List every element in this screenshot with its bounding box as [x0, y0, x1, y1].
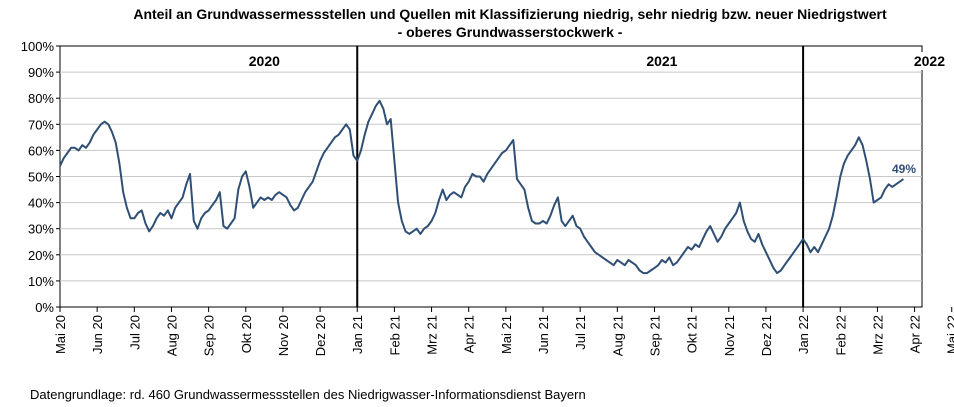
year-label: 2020 [249, 53, 280, 69]
chart-title-line2: - oberes Grundwasserstockwerk - [398, 24, 623, 40]
x-tick-label: Sep 21 [647, 315, 662, 356]
year-label: 2021 [646, 53, 677, 69]
y-tick-label: 20% [28, 248, 54, 263]
x-tick-label: Aug 21 [610, 315, 625, 356]
x-tick-label: Apr 22 [908, 315, 923, 353]
year-label-box [240, 52, 289, 70]
x-tick-label: Dez 21 [759, 315, 774, 356]
year-labels: 2020 2021 2022 [240, 52, 954, 70]
chart-title-line1: Anteil an Grundwassermessstellen und Que… [133, 6, 887, 22]
y-tick-label: 0% [35, 300, 54, 315]
x-tick-label: Feb 22 [833, 315, 848, 355]
x-tick-label: Mai 21 [499, 315, 514, 354]
x-tick-label: Jan 21 [350, 315, 365, 354]
year-label: 2022 [914, 53, 945, 69]
x-tick-label: Jul 21 [573, 315, 588, 350]
series-line [59, 99, 904, 275]
y-tick-label: 90% [28, 65, 54, 80]
y-tick-label: 100% [21, 39, 55, 54]
x-tick-label: Dez 20 [313, 315, 328, 356]
x-tick-label: Okt 21 [685, 315, 700, 353]
x-tick-label: Aug 20 [164, 315, 179, 356]
gridlines [60, 71, 922, 282]
x-tick-label: Mrz 21 [425, 315, 440, 355]
end-value-label: 49% [892, 162, 916, 176]
y-tick-label: 60% [28, 143, 54, 158]
x-tick-label: Apr 21 [462, 315, 477, 353]
x-tick-label: Mai 20 [53, 315, 68, 354]
x-axis: Mai 20 Jun 20 Jul 20 Aug 20 Sep 20 Okt 20 Nov … [53, 307, 954, 356]
y-tick-label: 40% [28, 196, 54, 211]
x-tick-label: Jan 22 [796, 315, 811, 354]
y-tick-label: 50% [28, 170, 54, 185]
x-tick-label: Jun 21 [536, 315, 551, 354]
year-dividers [356, 46, 805, 307]
y-tick-label: 80% [28, 91, 54, 106]
x-tick-label: Feb 21 [387, 315, 402, 355]
x-tick-label: Mai 22 [945, 315, 954, 354]
year-label-box [905, 52, 954, 70]
y-tick-label: 30% [28, 222, 54, 237]
data-source-footer: Datengrundlage: rd. 460 Grundwassermesss… [30, 387, 586, 402]
x-tick-label: Mrz 22 [870, 315, 885, 355]
x-tick-label: Sep 20 [202, 315, 217, 356]
year-label-box [637, 52, 686, 70]
x-tick-label: Jun 20 [90, 315, 105, 354]
y-axis: 0% 10% 20% 30% 40% 50% 60% 70% 80% 90% 100% [21, 39, 60, 315]
x-tick-label: Jul 20 [127, 315, 142, 350]
y-tick-label: 10% [28, 274, 54, 289]
x-tick-label: Okt 20 [239, 315, 254, 353]
x-tick-label: Nov 21 [722, 315, 737, 356]
x-tick-label: Nov 20 [276, 315, 291, 356]
y-tick-label: 70% [28, 117, 54, 132]
